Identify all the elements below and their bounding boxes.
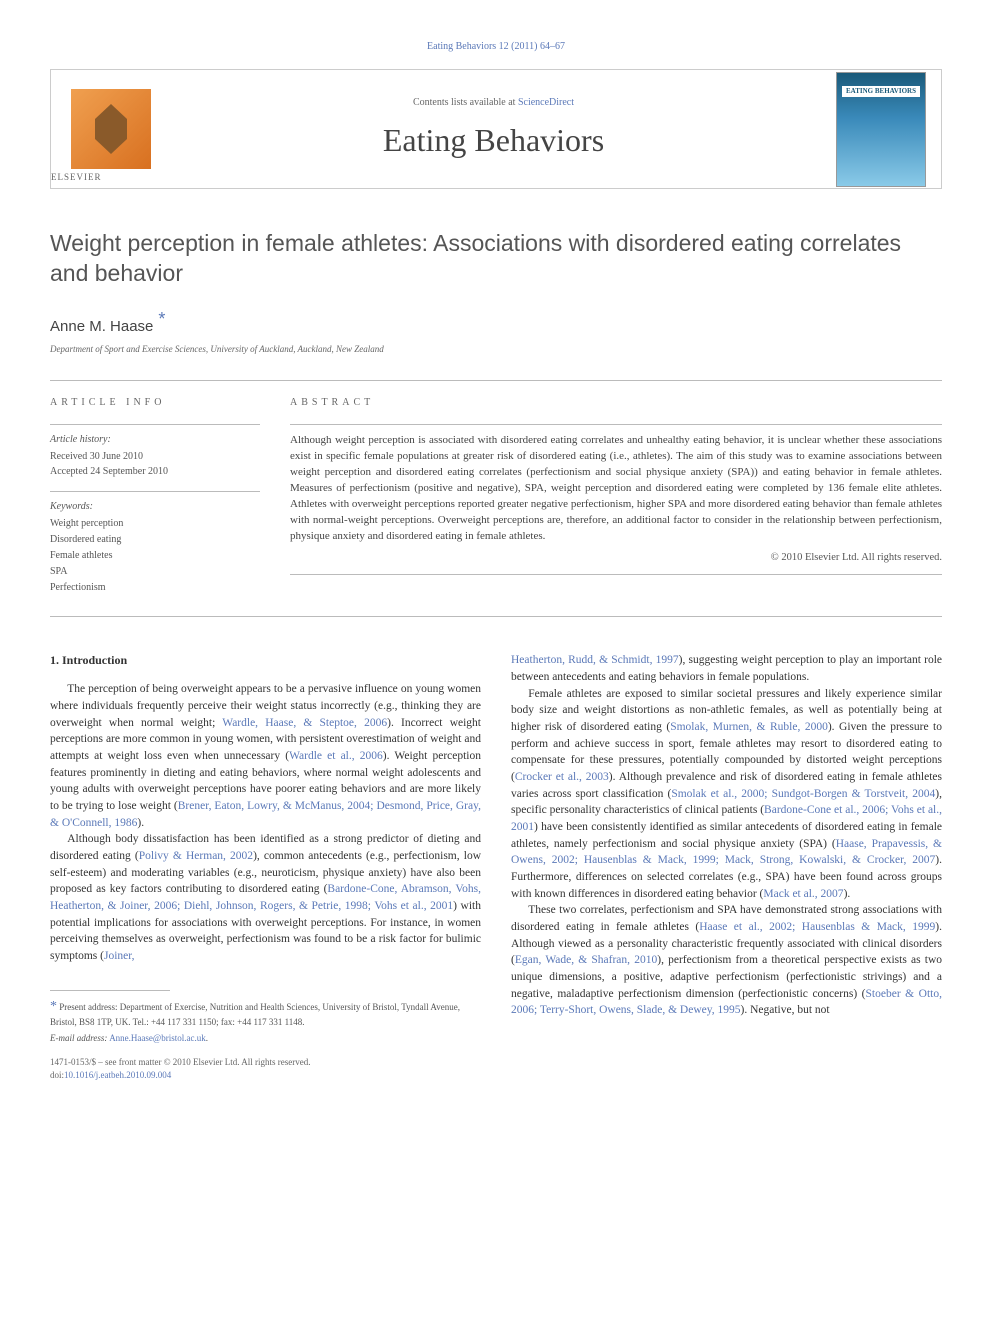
doi-link[interactable]: 10.1016/j.eatbeh.2010.09.004 [64,1070,171,1080]
journal-title: Eating Behaviors [151,118,836,163]
body-column-right: Heatherton, Rudd, & Schmidt, 1997), sugg… [511,652,942,1081]
intro-heading: 1. Introduction [50,652,481,669]
citation-link[interactable]: Mack et al., 2007 [763,888,843,900]
citation-link[interactable]: Haase et al., 2002; Hausenblas & Mack, 1… [699,921,935,933]
intro-para-3: Female athletes are exposed to similar s… [511,686,942,903]
article-title: Weight perception in female athletes: As… [50,229,942,289]
journal-ref-header: Eating Behaviors 12 (2011) 64–67 [50,40,942,54]
intro-para-2: Although body dissatisfaction has been i… [50,831,481,964]
correspondence-star-icon[interactable]: * [153,309,165,329]
citation-link[interactable]: Crocker et al., 2003 [515,771,609,783]
body-text: ). [137,817,144,829]
citation-link[interactable]: Heatherton, Rudd, & Schmidt, 1997 [511,654,679,666]
body-column-left: 1. Introduction The perception of being … [50,652,481,1081]
citation-link[interactable]: Wardle, Haase, & Steptoe, 2006 [222,717,387,729]
author-affiliation: Department of Sport and Exercise Science… [50,343,942,356]
keywords-label: Keywords: [50,500,260,514]
journal-ref-text[interactable]: Eating Behaviors 12 (2011) 64–67 [427,41,565,52]
keyword: Perfectionism [50,580,260,596]
author-name: Anne M. Haase * [50,307,942,337]
abstract-text: Although weight perception is associated… [290,433,942,545]
body-text: ). [844,888,851,900]
citation-link[interactable]: Wardle et al., 2006 [289,750,383,762]
abstract-copyright: © 2010 Elsevier Ltd. All rights reserved… [290,551,942,566]
citation-link[interactable]: Joiner, [104,950,135,962]
history-label: Article history: [50,433,260,447]
article-history: Received 30 June 2010 Accepted 24 Septem… [50,449,260,479]
elsevier-logo [71,89,151,169]
section-divider [50,616,942,617]
correspondence-footnote: * Present address: Department of Exercis… [50,997,481,1029]
intro-para-1: The perception of being overweight appea… [50,681,481,831]
keywords-list: Weight perception Disordered eating Fema… [50,516,260,596]
footnote-divider [50,990,170,991]
intro-para-4: These two correlates, perfectionism and … [511,902,942,1019]
info-divider [50,424,260,425]
intro-para-continued: Heatherton, Rudd, & Schmidt, 1997), sugg… [511,652,942,685]
footnote-star-icon: * [50,999,57,1014]
citation-link[interactable]: Polivy & Herman, 2002 [139,850,253,862]
keyword: Disordered eating [50,532,260,548]
citation-link[interactable]: Egan, Wade, & Shafran, 2010 [515,954,657,966]
keyword: SPA [50,564,260,580]
issn-copyright-line: 1471-0153/$ – see front matter © 2010 El… [50,1056,481,1069]
author-email-link[interactable]: Anne.Haase@bristol.ac.uk [109,1033,206,1043]
article-info-panel: ARTICLE INFO Article history: Received 3… [50,396,260,596]
abstract-panel: ABSTRACT Although weight perception is a… [290,396,942,596]
body-text: ). Negative, but not [740,1004,829,1016]
journal-cover-thumbnail: EATING BEHAVIORS [836,72,926,187]
info-divider [50,491,260,492]
keyword: Weight perception [50,516,260,532]
sciencedirect-link[interactable]: ScienceDirect [518,97,574,108]
email-footnote: E-mail address: Anne.Haase@bristol.ac.uk… [50,1032,481,1045]
keyword: Female athletes [50,548,260,564]
citation-link[interactable]: Smolak et al., 2000; Sundgot-Borgen & To… [671,788,935,800]
elsevier-logo-text: ELSEVIER [51,171,102,184]
abstract-divider [290,574,942,575]
journal-cover-label: EATING BEHAVIORS [842,86,920,98]
abstract-heading: ABSTRACT [290,396,942,410]
contents-line: Contents lists available at ScienceDirec… [151,96,836,110]
article-info-heading: ARTICLE INFO [50,396,260,410]
journal-banner: ELSEVIER Contents lists available at Sci… [50,69,942,189]
citation-link[interactable]: Smolak, Murnen, & Ruble, 2000 [670,721,828,733]
doi-section: 1471-0153/$ – see front matter © 2010 El… [50,1056,481,1081]
body-columns: 1. Introduction The perception of being … [50,652,942,1081]
abstract-divider [290,424,942,425]
section-divider [50,380,942,381]
